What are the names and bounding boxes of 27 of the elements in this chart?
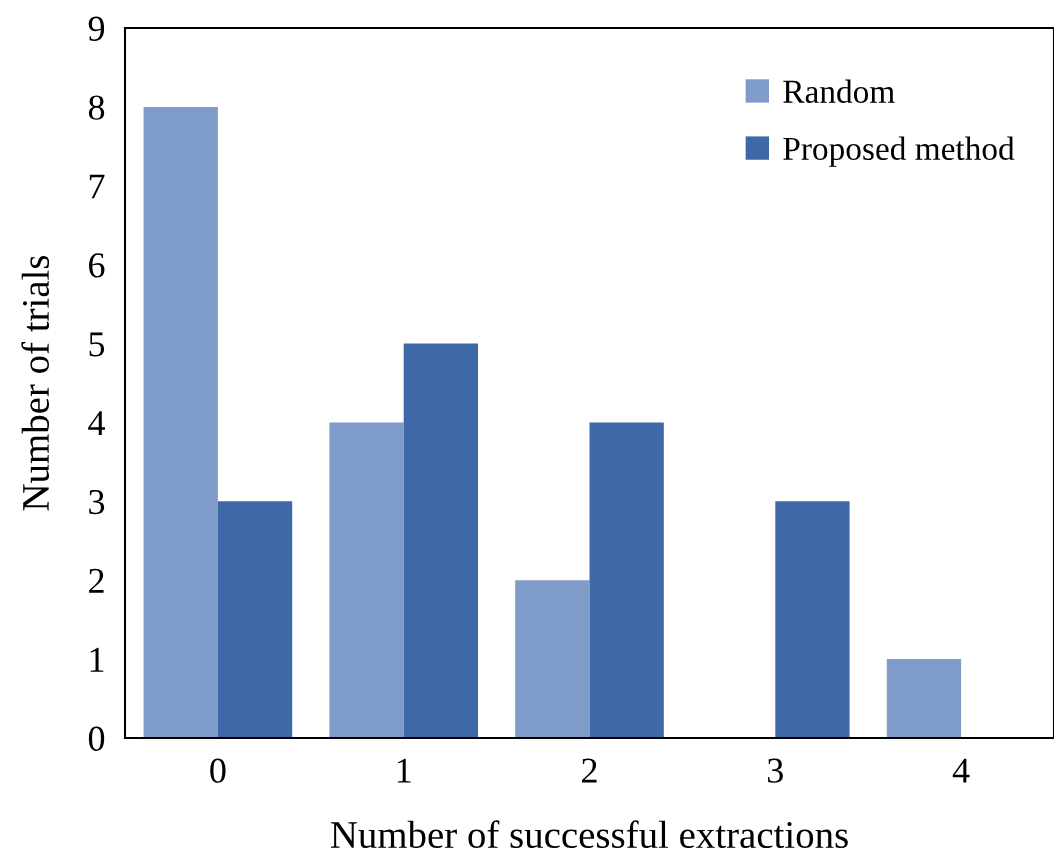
bar (775, 501, 850, 738)
y-tick-label: 4 (88, 411, 105, 435)
x-tick-label: 3 (768, 758, 783, 783)
y-tick-label: 9 (88, 16, 105, 41)
y-tick-label: 6 (89, 253, 105, 278)
y-tick-label: 5 (89, 332, 105, 357)
bar (217, 501, 293, 738)
y-tick-label: 0 (88, 726, 105, 751)
bar (329, 422, 404, 738)
x-tick-label: 4 (952, 758, 970, 783)
x-tick-label: 2 (582, 758, 597, 783)
bar (403, 343, 479, 738)
x-tick-label: 1 (397, 758, 411, 783)
y-tick-label: 8 (88, 95, 105, 120)
bar (589, 422, 664, 738)
bar (886, 659, 962, 738)
bar (515, 580, 590, 738)
bar (143, 106, 218, 738)
y-tick-label: 1 (90, 647, 104, 672)
x-axis-title: Number of successful extractions (330, 820, 848, 849)
legend-label: Proposed method (783, 136, 1015, 167)
y-axis-title: Number of trials (21, 255, 50, 511)
y-tick-label: 2 (89, 568, 104, 593)
x-tick-label: 0 (210, 758, 226, 783)
legend-label: Random (783, 79, 895, 103)
y-tick-label: 3 (89, 489, 105, 515)
y-tick-label: 7 (89, 174, 105, 199)
